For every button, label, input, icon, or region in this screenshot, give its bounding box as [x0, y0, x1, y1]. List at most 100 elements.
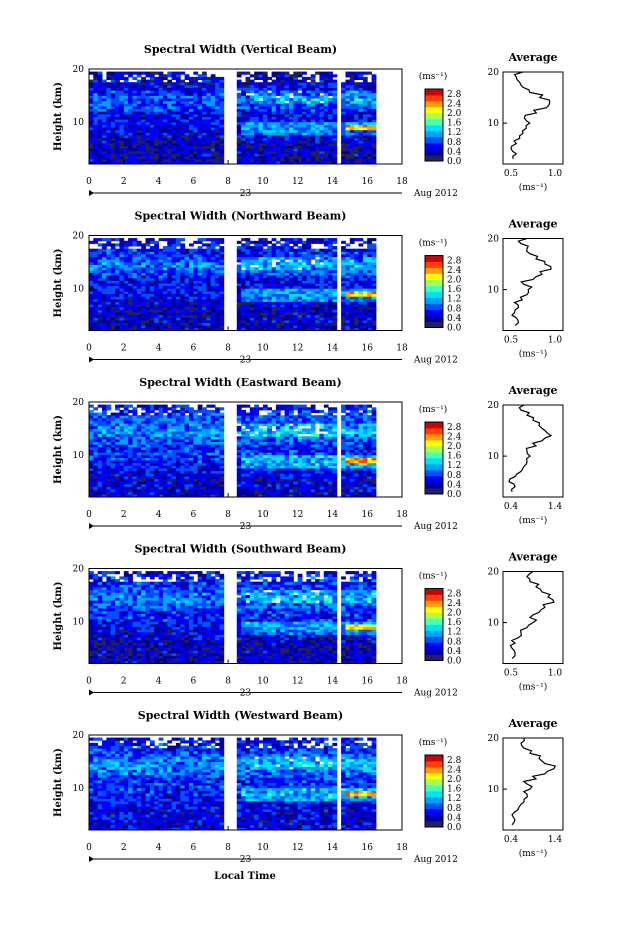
heatmap-cell [162, 100, 168, 104]
heatmap-cell [97, 103, 103, 107]
heatmap-cell [197, 87, 203, 91]
heatmap-cell [115, 90, 120, 94]
heatmap-cell [145, 417, 151, 421]
heatmap-cell [354, 264, 359, 268]
heatmap-cell [328, 322, 333, 326]
heatmap-cell [89, 298, 94, 302]
heatmap-cell [115, 142, 120, 146]
heatmap-cell [110, 327, 116, 331]
colorbar-tick-label: 2.0 [447, 276, 462, 286]
heatmap-cell [210, 254, 216, 258]
heatmap-cell [323, 238, 329, 242]
heatmap-cell [132, 98, 138, 102]
heatmap-cell [189, 98, 194, 102]
heatmap-cell [328, 90, 333, 94]
heatmap-cell [245, 267, 251, 271]
heatmap-cell [367, 121, 372, 125]
heatmap-cell [132, 264, 138, 268]
heatmap-cell [367, 319, 372, 323]
heatmap-cell [110, 140, 116, 144]
heatmap-cell [371, 74, 377, 78]
heatmap-cell [154, 486, 159, 490]
heatmap-cell [102, 127, 107, 131]
heatmap-cell [367, 108, 372, 112]
heatmap-cell [328, 296, 333, 300]
heatmap-cell [167, 105, 173, 109]
heatmap-cell [189, 84, 194, 88]
heatmap-cell [315, 90, 320, 94]
heatmap-cell [93, 288, 99, 292]
heatmap-cell [175, 317, 181, 321]
heatmap-cell [149, 261, 155, 265]
heatmap-cell [193, 119, 199, 123]
heatmap-cell [345, 111, 351, 115]
heatmap-cell [171, 124, 177, 128]
heatmap-cell [106, 478, 112, 482]
heatmap-cell [262, 71, 268, 75]
heatmap-cell [332, 79, 338, 83]
heatmap-cell [267, 142, 272, 146]
heatmap-cell [97, 116, 103, 120]
heatmap-cell [167, 116, 173, 120]
heatmap-cell [132, 111, 138, 115]
heatmap-cell [184, 309, 190, 313]
heatmap-cell [245, 158, 251, 162]
heatmap-cell [310, 116, 316, 120]
heatmap-cell [362, 153, 368, 157]
heatmap-cell [349, 121, 355, 125]
heatmap-cell [367, 132, 372, 136]
heatmap-cell [171, 132, 177, 136]
heatmap-cell [171, 489, 177, 493]
heatmap-cell [184, 314, 190, 318]
heatmap-cell [93, 156, 99, 160]
heatmap-cell [132, 161, 138, 165]
heatmap-cell [97, 431, 103, 435]
heatmap-cell [262, 309, 268, 313]
heatmap-cell [189, 325, 194, 329]
heatmap-cell [197, 158, 203, 162]
heatmap-cell [275, 92, 281, 96]
heatmap-cell [358, 322, 364, 326]
y-axis-label: Height (km) [53, 82, 64, 151]
heatmap-cell [145, 423, 151, 427]
heatmap-cell [310, 140, 316, 144]
heatmap-cell [319, 98, 325, 102]
profile-title: Average [507, 218, 557, 231]
heatmap-cell [275, 129, 281, 133]
heatmap-cell [245, 298, 251, 302]
heatmap-cell [280, 256, 286, 260]
heatmap-cell [262, 283, 268, 287]
heatmap-cell [258, 325, 264, 329]
heatmap-cell [362, 79, 368, 83]
heatmap-cell [358, 248, 364, 252]
heatmap-cell [206, 87, 212, 91]
heatmap-cell [180, 275, 186, 279]
heatmap-cell [362, 275, 368, 279]
heatmap-cell [132, 475, 138, 479]
heatmap-cell [262, 312, 268, 316]
heatmap-cell [306, 132, 312, 136]
heatmap-cell [97, 465, 103, 469]
heatmap-cell [262, 296, 268, 300]
heatmap-cell [254, 113, 259, 117]
heatmap-cell [154, 428, 159, 432]
heatmap-cell [319, 314, 325, 318]
heatmap-cell [323, 124, 329, 128]
heatmap-cell [145, 322, 151, 326]
heatmap-cell [136, 288, 142, 292]
heatmap-cell [215, 111, 220, 115]
heatmap-cell [280, 261, 286, 265]
heatmap-cell [349, 103, 355, 107]
heatmap-cell [349, 129, 355, 133]
heatmap-cell [158, 84, 164, 88]
heatmap-cell [358, 132, 364, 136]
heatmap-cell [210, 74, 216, 78]
heatmap-cell [175, 415, 181, 419]
heatmap-cell [89, 95, 94, 99]
heatmap-cell [102, 121, 107, 125]
heatmap-cell [115, 113, 120, 117]
heatmap-cell [119, 486, 125, 490]
heatmap-cell [245, 124, 251, 128]
heatmap-cell [102, 433, 107, 437]
heatmap-cell [271, 325, 277, 329]
